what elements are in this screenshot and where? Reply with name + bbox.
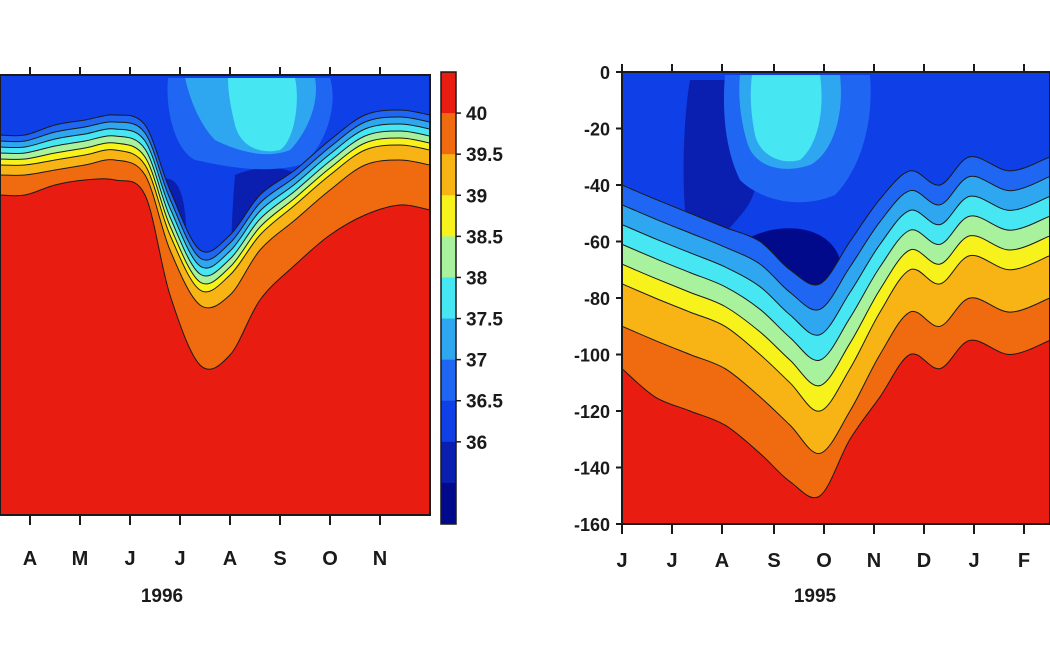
colorbar-tick-label: 40 <box>466 104 487 125</box>
right-contour-line-40 <box>622 339 1050 499</box>
right-contour-line-38 <box>622 215 1050 361</box>
colorbar-swatch <box>441 482 456 525</box>
left-x-tick-label: S <box>273 548 286 570</box>
colorbar-swatch <box>441 441 456 484</box>
right-y-tick-label: 0 <box>600 63 610 83</box>
left-surface-patch-3 <box>228 78 297 152</box>
colorbar-tick-label: 38 <box>466 268 487 289</box>
left-contour-line-39.5 <box>0 159 430 309</box>
left-contour-panel: A M J J A S O N 1996 <box>0 67 431 607</box>
colorbar-tick-label: 39.5 <box>466 145 503 166</box>
right-fill-level-40 <box>622 340 1050 524</box>
colorbar-swatch <box>441 318 456 361</box>
right-x-tick-label: J <box>968 550 979 572</box>
right-y-tick-label: -160 <box>574 515 610 535</box>
colorbar-swatch <box>441 72 456 114</box>
right-contour-fills <box>622 72 1050 524</box>
left-contour-line-37.5 <box>0 123 430 269</box>
right-x-tick-label: O <box>816 550 832 572</box>
left-x-tick-label: A <box>223 548 237 570</box>
right-y-tick-label: -100 <box>574 346 610 366</box>
left-x-tick-label: N <box>373 548 387 570</box>
left-contour-fills <box>0 75 430 515</box>
right-contour-lines <box>622 156 1050 499</box>
right-x-tick-label: F <box>1018 550 1030 572</box>
right-y-tick-label: -40 <box>584 176 610 196</box>
colorbar-tick-label: 36.5 <box>466 392 503 413</box>
left-contour-line-37 <box>0 116 430 261</box>
right-y-ticks: 0 -20 -40 -60 -80 -100 -120 -140 -160 <box>574 63 622 535</box>
right-y-tick-label: -140 <box>574 459 610 479</box>
right-x-tick-label: J <box>616 550 627 572</box>
colorbar-swatch <box>441 236 456 278</box>
right-year-label: 1995 <box>794 586 837 607</box>
colorbar-frame <box>440 71 457 525</box>
left-year-label: 1996 <box>141 586 183 607</box>
colorbar-swatch <box>441 113 456 155</box>
right-contour-line-37.5 <box>622 195 1050 336</box>
left-contour-line-39 <box>0 144 430 293</box>
colorbar-tick-label: 38.5 <box>466 227 503 248</box>
left-x-tick-label: M <box>72 548 89 570</box>
colorbar-tick-label: 39 <box>466 186 487 207</box>
colorbar-tick-label: 36 <box>466 433 487 454</box>
right-contour-line-36.5 <box>622 156 1050 286</box>
right-y-tick-label: -20 <box>584 120 610 140</box>
colorbar-swatch <box>441 359 456 402</box>
right-x-tick-label: A <box>715 550 729 572</box>
right-contour-line-39 <box>622 255 1050 412</box>
right-x-tick-label: D <box>917 550 931 572</box>
left-contour-line-38.5 <box>0 137 430 285</box>
right-contour-line-38.5 <box>622 235 1050 387</box>
left-contour-line-38 <box>0 130 430 277</box>
right-x-tick-label: S <box>767 550 780 572</box>
colorbar-tick-label: 37 <box>466 351 487 372</box>
right-y-tick-label: -120 <box>574 402 610 422</box>
colorbar-swatch <box>441 400 456 443</box>
left-x-tick-label: J <box>124 548 135 570</box>
right-surface-patch-3 <box>750 75 822 162</box>
left-x-tick-label: O <box>322 548 338 570</box>
right-contour-line-39.5 <box>622 297 1050 454</box>
left-contour-lines <box>0 109 430 370</box>
right-y-tick-label: -60 <box>584 233 610 253</box>
left-contour-line-36.5 <box>0 109 430 253</box>
right-x-tick-label: J <box>666 550 677 572</box>
colorbar: 40 39.5 39 38.5 38 37.5 37 36.5 36 <box>440 71 503 525</box>
left-x-tick-label: A <box>23 548 37 570</box>
left-x-tick-label: J <box>174 548 185 570</box>
colorbar-tick-label: 37.5 <box>466 310 503 331</box>
colorbar-swatch <box>441 195 456 237</box>
left-contour-line-40 <box>0 178 430 370</box>
colorbar-swatch <box>441 277 456 320</box>
left-fill-level-40 <box>0 178 430 515</box>
left-plot-frame <box>0 74 431 516</box>
colorbar-swatch <box>441 154 456 196</box>
right-contour-line-37 <box>622 175 1050 311</box>
right-y-tick-label: -80 <box>584 289 610 309</box>
right-x-tick-label: N <box>867 550 881 572</box>
